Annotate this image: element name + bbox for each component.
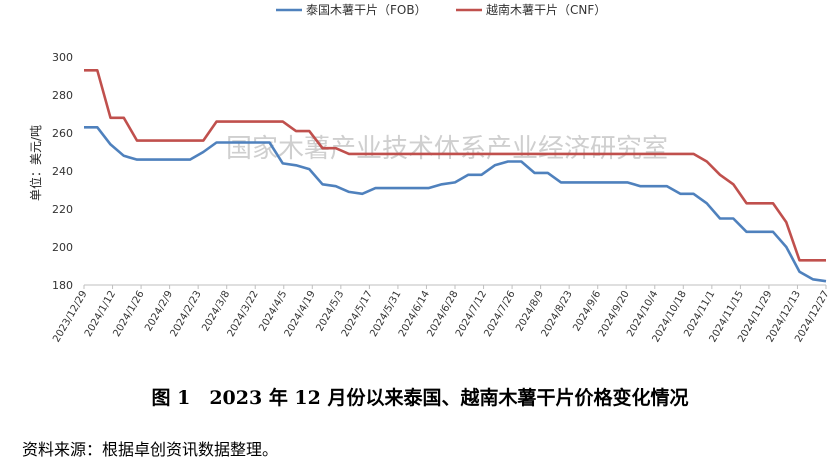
y-tick-label: 240 (52, 165, 73, 178)
x-tick-label: 2023/12/29 (51, 289, 89, 344)
series-line-vietnam (84, 69, 826, 262)
axes: 1802002202402602803002023/12/292024/1/12… (51, 51, 831, 344)
legend-label: 越南木薯干片（CNF） (486, 2, 606, 17)
x-tick-label: 2024/8/9 (514, 289, 546, 333)
series-lines (84, 69, 827, 283)
y-tick-label: 220 (52, 203, 73, 216)
legend-label: 泰国木薯干片（FOB） (306, 3, 427, 17)
legend: 泰国木薯干片（FOB） 越南木薯干片（CNF） (276, 2, 606, 17)
figure-caption: 图 1 2023 年 12 月份以来泰国、越南木薯干片价格变化情况 (151, 387, 689, 409)
x-tick-label: 2024/3/8 (200, 289, 232, 333)
line-chart: 泰国木薯干片（FOB） 越南木薯干片（CNF） 国家木薯产业技术体系产业经济研究室… (28, 2, 832, 344)
watermark: 国家木薯产业技术体系产业经济研究室 (226, 134, 668, 164)
y-tick-label: 260 (52, 127, 73, 140)
y-axis-label: 单位：美元/吨 (28, 125, 43, 201)
y-tick-label: 180 (52, 279, 73, 292)
series-line-thailand (84, 126, 827, 283)
data-source-note: 资料来源：根据卓创资讯数据整理。 (22, 440, 279, 459)
y-tick-label: 200 (52, 241, 73, 254)
y-tick-label: 300 (52, 51, 73, 64)
x-tick-label: 2024/4/5 (257, 289, 289, 333)
y-tick-label: 280 (52, 89, 73, 102)
x-tick-label: 2024/9/6 (571, 289, 603, 333)
x-tick-label: 2024/5/3 (314, 289, 346, 333)
x-tick-label: 2024/2/9 (143, 289, 175, 333)
